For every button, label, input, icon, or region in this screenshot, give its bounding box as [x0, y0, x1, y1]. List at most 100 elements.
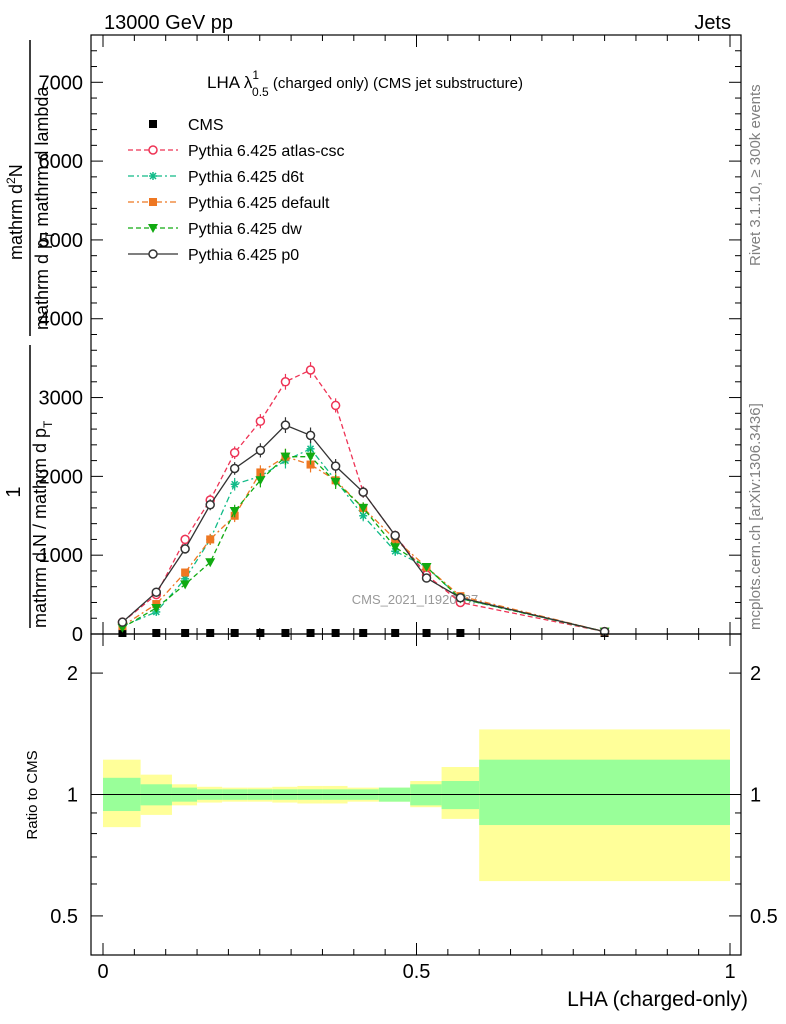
- legend-item: CMS: [149, 117, 224, 134]
- data-point: [456, 629, 465, 637]
- data-point: [390, 530, 400, 541]
- legend-label: Pythia 6.425 default: [188, 195, 330, 212]
- data-point: [180, 580, 191, 590]
- legend-marker: [148, 145, 158, 155]
- data-point: [305, 365, 316, 375]
- legend-item: Pythia 6.425 atlas-csc: [128, 143, 345, 160]
- mcplots-label: mcplots.cern.ch [arXiv:1306.3436]: [747, 403, 764, 630]
- ratio-y-tick-label-right: 2: [750, 663, 761, 685]
- data-point: [331, 629, 340, 637]
- data-point: [181, 568, 190, 577]
- data-point: [229, 507, 240, 517]
- legend-label: CMS: [188, 117, 224, 134]
- data-point: [421, 573, 432, 583]
- y-label-num-bottom: mathrm d pT mathrm d lambda: [32, 86, 57, 330]
- header-left: 13000 GeV pp: [104, 12, 233, 34]
- data-point: [255, 416, 266, 426]
- data-point: [151, 587, 162, 597]
- y-label-den: mathrm d N / mathrm d pT: [30, 420, 55, 628]
- data-point: [229, 463, 240, 474]
- legend-marker: [149, 120, 157, 128]
- ratio-y-tick-label-right: 1: [750, 785, 761, 807]
- data-point: [255, 445, 266, 456]
- series-4: [117, 448, 610, 637]
- series-layer: [117, 362, 610, 637]
- data-point: [358, 503, 369, 513]
- data-point: [422, 629, 431, 637]
- header-right: Jets: [694, 12, 731, 34]
- ratio-inner-band: [479, 759, 730, 826]
- series-0: [118, 629, 609, 637]
- data-point: [180, 544, 190, 554]
- ratio-y-tick-label: 1: [67, 785, 78, 807]
- legend-marker: [149, 198, 157, 206]
- y-tick-label: 6000: [39, 151, 84, 173]
- legend-item: Pythia 6.425 default: [128, 195, 330, 212]
- legend-marker: [149, 172, 157, 180]
- rivet-label: Rivet 3.1.10, ≥ 300k events: [747, 84, 764, 266]
- data-point: [205, 558, 216, 568]
- data-point: [181, 629, 190, 637]
- data-point: [306, 629, 315, 637]
- y-tick-label: 7000: [39, 72, 84, 94]
- data-point: [280, 377, 291, 387]
- data-point: [229, 447, 240, 458]
- data-point: [280, 452, 291, 462]
- x-axis-label: LHA (charged-only): [567, 988, 748, 1011]
- data-point: [230, 629, 239, 637]
- legend: CMS Pythia 6.425 atlas-csc Pythia 6.425 d6…: [128, 117, 345, 264]
- data-point: [390, 543, 401, 553]
- data-point: [330, 477, 341, 487]
- data-point: [359, 629, 368, 637]
- ratio-y-axis: 0.5 0.5 1 1 2 2: [50, 663, 778, 928]
- y-tick-label: 2000: [39, 466, 84, 488]
- star-stroke: [149, 172, 157, 180]
- data-point: [206, 535, 215, 544]
- data-point: [391, 629, 400, 637]
- star-stroke: [359, 512, 367, 520]
- data-point: [205, 499, 215, 510]
- series-line: [122, 369, 605, 633]
- legend-item: Pythia 6.425 d6t: [128, 169, 304, 186]
- main-plot-title: LHA λ1 0.5 (charged only) (CMS jet substr…: [207, 68, 523, 99]
- ratio-bands: [103, 729, 730, 882]
- legend-marker: [148, 224, 158, 233]
- data-point: [117, 617, 128, 627]
- main-y-label: 1 mathrm d N / mathrm d pT mathrm d2N ma…: [3, 40, 57, 628]
- data-point: [256, 468, 265, 477]
- series-3: [118, 448, 609, 636]
- y-label-one: 1: [3, 486, 25, 497]
- ratio-x-axis: 0 0.5 1: [97, 634, 736, 983]
- data-point: [421, 563, 432, 573]
- series-line: [122, 424, 605, 633]
- data-point: [118, 629, 127, 637]
- x-tick-label: 0.5: [403, 961, 431, 983]
- y-label-num-top: mathrm d2N: [4, 164, 26, 260]
- ratio-y-tick-label-right: 0.5: [750, 906, 778, 928]
- ratio-inner-band: [441, 781, 480, 810]
- data-point: [455, 592, 466, 603]
- ratio-plot: 0.5 0.5 1 1 2 2 0 0.5 1 Ratio to CMS LHA (charg…: [24, 633, 778, 1011]
- y-tick-label: 3000: [39, 388, 84, 410]
- watermark: CMS_2021_I1920187: [352, 592, 479, 607]
- data-point: [152, 629, 161, 637]
- legend-item: Pythia 6.425 p0: [128, 247, 299, 264]
- data-point: [305, 430, 316, 441]
- ratio-y-label: Ratio to CMS: [24, 750, 41, 839]
- main-y-axis: 0 1000 2000 3000 4000 5000 6000 7000: [39, 50, 741, 646]
- legend-label: Pythia 6.425 p0: [188, 247, 299, 264]
- ratio-y-tick-label: 2: [67, 663, 78, 685]
- data-point: [305, 452, 316, 462]
- data-point: [358, 487, 368, 497]
- y-tick-label: 5000: [39, 230, 84, 252]
- data-point: [206, 629, 215, 637]
- data-point: [256, 629, 265, 637]
- legend-item: Pythia 6.425 dw: [128, 221, 302, 238]
- y-tick-label: 4000: [39, 309, 84, 331]
- data-point: [255, 476, 266, 486]
- data-point: [330, 461, 341, 471]
- x-tick-label: 1: [724, 961, 735, 983]
- star-stroke: [231, 480, 239, 488]
- data-point: [280, 420, 291, 430]
